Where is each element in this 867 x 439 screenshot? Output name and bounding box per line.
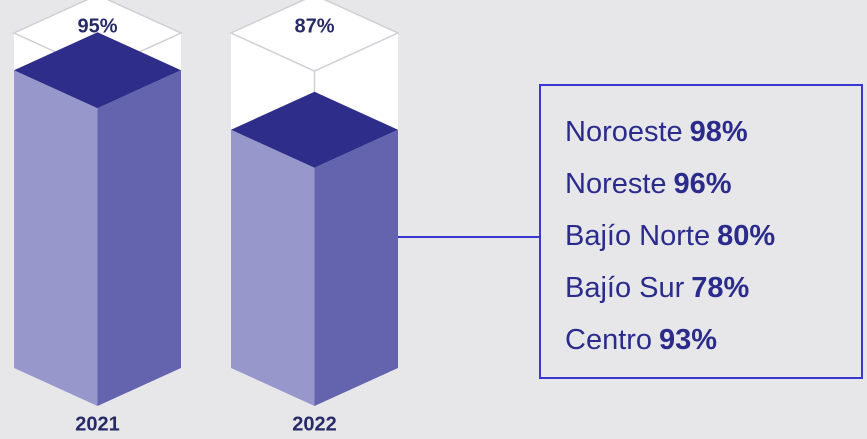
region-value: 98% — [690, 116, 748, 148]
x-tick-label: 2022 — [292, 413, 337, 435]
bar-top-face — [14, 32, 181, 109]
region-name: Noreste — [565, 168, 667, 200]
region-name: Bajío Sur — [565, 272, 685, 304]
callout-line: Bajío Norte 80% — [565, 220, 775, 252]
callout-line: Noreste 96% — [565, 168, 732, 200]
callout-line: Noroeste 98% — [565, 116, 748, 148]
bar-left-face — [14, 70, 98, 406]
region-name: Centro — [565, 324, 652, 356]
value-label: 95% — [77, 15, 117, 37]
region-name: Noroeste — [565, 116, 683, 148]
x-tick-label: 2021 — [75, 413, 120, 435]
region-value: 93% — [659, 324, 717, 356]
bar-top-face — [231, 91, 398, 168]
region-value: 96% — [674, 168, 732, 200]
bar-right-face — [97, 70, 181, 406]
callout-line: Centro 93% — [565, 324, 717, 356]
callout-line: Bajío Sur 78% — [565, 272, 750, 304]
bar-right-face — [314, 129, 398, 406]
region-name: Bajío Norte — [565, 220, 710, 252]
bar-left-face — [231, 129, 315, 406]
region-value: 80% — [717, 220, 775, 252]
callout-box — [539, 84, 863, 379]
container-cap — [229, 0, 400, 72]
value-label: 87% — [294, 15, 334, 37]
region-value: 78% — [691, 272, 749, 304]
